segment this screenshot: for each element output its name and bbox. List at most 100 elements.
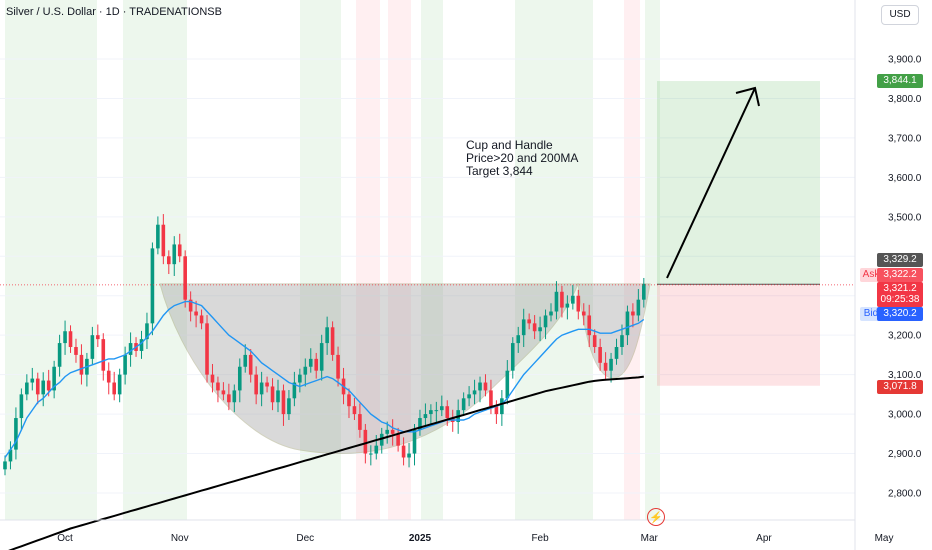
candle bbox=[412, 423, 417, 466]
candle bbox=[237, 358, 242, 403]
y-tick-label: 3,200.0 bbox=[888, 331, 922, 342]
candle-body bbox=[177, 244, 182, 257]
y-tick-label: 3,500.0 bbox=[888, 212, 922, 223]
candle bbox=[123, 346, 127, 385]
candle-body bbox=[79, 354, 84, 375]
candle-body bbox=[128, 343, 133, 355]
session-band-1 bbox=[123, 0, 187, 520]
candle-body bbox=[625, 311, 630, 336]
candle bbox=[325, 316, 329, 355]
candle bbox=[205, 315, 209, 383]
x-tick-label: Dec bbox=[296, 533, 314, 544]
candle bbox=[336, 346, 340, 387]
candle bbox=[106, 362, 111, 395]
candle-body bbox=[248, 354, 253, 375]
candle bbox=[227, 383, 231, 411]
candle-body bbox=[90, 335, 95, 359]
candle-body bbox=[401, 445, 406, 458]
candle bbox=[188, 291, 193, 322]
tradingview-logo-icon[interactable]: ⚡ bbox=[647, 508, 665, 526]
candle-body bbox=[363, 429, 368, 454]
candle bbox=[3, 455, 7, 476]
candle bbox=[549, 303, 553, 322]
candle-body bbox=[505, 370, 510, 399]
candle bbox=[96, 324, 100, 348]
candle bbox=[516, 326, 521, 353]
candle bbox=[150, 242, 155, 336]
candle-body bbox=[101, 339, 106, 371]
candle-body bbox=[183, 256, 187, 300]
candle bbox=[276, 379, 280, 413]
candle bbox=[265, 376, 269, 393]
candle-body bbox=[19, 394, 24, 419]
candle bbox=[167, 250, 171, 275]
candle-body bbox=[259, 382, 264, 395]
candle bbox=[248, 348, 253, 383]
candle bbox=[614, 338, 619, 365]
y-tick-label: 3,000.0 bbox=[888, 410, 922, 421]
candle bbox=[210, 363, 215, 393]
candle bbox=[396, 427, 400, 452]
ma200-line bbox=[8, 375, 644, 550]
candle bbox=[642, 277, 646, 308]
candle-body bbox=[390, 429, 395, 434]
candle-body bbox=[379, 433, 384, 446]
candle bbox=[510, 337, 515, 379]
candle bbox=[25, 374, 29, 401]
candle-body bbox=[576, 295, 581, 312]
candle bbox=[358, 403, 362, 438]
candle bbox=[390, 419, 395, 446]
candle bbox=[145, 312, 149, 349]
candle-body bbox=[287, 398, 291, 415]
candle-body bbox=[254, 374, 258, 395]
candle-body bbox=[270, 386, 275, 403]
candle bbox=[221, 382, 226, 401]
candle bbox=[571, 285, 575, 310]
candle bbox=[63, 320, 67, 355]
candle-body bbox=[434, 410, 439, 412]
candle-body bbox=[314, 358, 319, 371]
candle bbox=[560, 285, 564, 318]
candle bbox=[598, 338, 602, 371]
candle-body bbox=[292, 382, 297, 399]
candle bbox=[172, 236, 177, 276]
candle-body bbox=[145, 323, 149, 340]
candle-body bbox=[25, 382, 29, 395]
candle bbox=[128, 332, 133, 367]
candle bbox=[259, 371, 264, 407]
currency-button[interactable]: USD bbox=[881, 5, 919, 25]
candle-body bbox=[3, 461, 7, 470]
bar-countdown-label: 09:25:38 bbox=[877, 293, 923, 307]
candle bbox=[461, 392, 466, 417]
candle-body bbox=[614, 347, 619, 359]
x-tick-label: Mar bbox=[641, 533, 659, 544]
candle-body bbox=[418, 418, 422, 430]
candle-body bbox=[603, 362, 608, 371]
session-band-0 bbox=[5, 0, 97, 520]
candle bbox=[429, 404, 433, 424]
candle bbox=[292, 371, 297, 407]
candle bbox=[14, 407, 18, 460]
candle bbox=[243, 344, 248, 373]
target-price-label: 3,844.1 bbox=[877, 74, 923, 88]
candle bbox=[319, 334, 324, 381]
candle bbox=[352, 397, 357, 421]
candle-body bbox=[8, 449, 13, 462]
candle bbox=[467, 386, 471, 407]
candle bbox=[308, 348, 313, 373]
candle-body bbox=[500, 398, 504, 415]
candle-body bbox=[319, 343, 324, 371]
target-arrow-head bbox=[735, 86, 760, 107]
y-tick-label: 3,800.0 bbox=[888, 94, 922, 105]
chart-annotation: Cup and Handle Price>20 and 200MA Target… bbox=[466, 139, 578, 178]
candle-body bbox=[587, 315, 592, 336]
candle-body bbox=[281, 390, 286, 415]
x-tick-label: 2025 bbox=[409, 533, 432, 544]
candle-body bbox=[549, 311, 553, 316]
candle-body bbox=[303, 366, 308, 375]
candle-body bbox=[194, 311, 198, 316]
candle-body bbox=[642, 283, 646, 300]
candle bbox=[407, 442, 411, 468]
candle bbox=[581, 303, 586, 326]
